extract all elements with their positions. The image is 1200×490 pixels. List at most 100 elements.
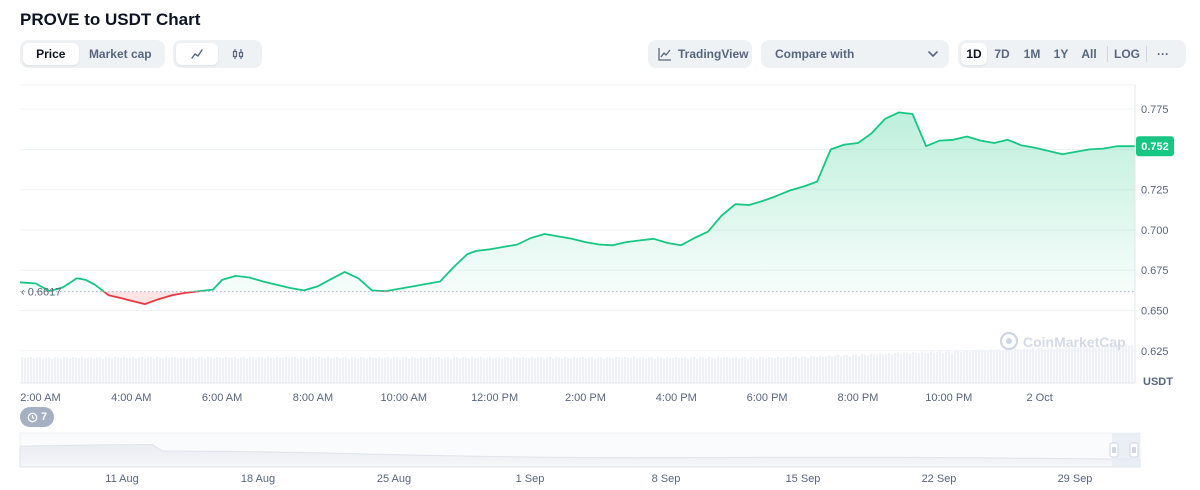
coinmarketcap-logo-icon	[999, 331, 1019, 351]
y-tick-label: 0.775	[1141, 104, 1169, 116]
compare-dropdown[interactable]: Compare with	[761, 40, 949, 68]
volume-bar	[195, 358, 198, 383]
volume-bar	[981, 349, 984, 383]
baseline: ‹ 0.6617	[20, 287, 1135, 299]
volume-bar	[582, 357, 585, 383]
volume-bar	[1077, 347, 1080, 383]
volume-bar	[495, 357, 498, 383]
navigator-area	[19, 444, 1141, 468]
volume-bar	[723, 358, 726, 383]
volume-bar	[252, 357, 255, 383]
volume-bar	[1050, 347, 1053, 383]
volume-bar	[168, 357, 171, 383]
volume-bar	[504, 357, 507, 383]
volume-bar	[162, 358, 165, 383]
candlestick-icon[interactable]	[218, 43, 260, 65]
volume-bar	[678, 358, 681, 383]
volume-bar	[849, 356, 852, 383]
price-series	[20, 111, 1135, 305]
volume-bar	[993, 350, 996, 383]
tab-market-cap[interactable]: Market cap	[88, 47, 152, 61]
volume-bar	[885, 353, 888, 383]
volume-bar	[45, 357, 48, 383]
volume-bar	[1032, 347, 1035, 383]
x-axis: 2:00 AM 4:00 AM 6:00 AM 8:00 AM 10:00 AM 12:0…	[20, 392, 1053, 404]
volume-bar	[147, 357, 150, 383]
watermark: CoinMarketCap	[999, 331, 1126, 351]
volume-bar	[177, 358, 180, 383]
volume-bar	[525, 357, 528, 383]
volume-bar	[804, 356, 807, 383]
volume-bar	[84, 358, 87, 383]
volume-bar	[498, 357, 501, 383]
log-scale-button[interactable]: LOG	[1114, 47, 1140, 61]
volume-bar	[249, 357, 252, 383]
range-1y[interactable]: 1Y	[1053, 47, 1069, 61]
volume-bar	[138, 357, 141, 383]
volume-bar	[180, 357, 183, 383]
more-options-button[interactable]: ···	[1157, 47, 1169, 61]
x-tick-label: 4:00 PM	[656, 392, 697, 404]
volume-bar	[519, 358, 522, 383]
volume-bar	[435, 357, 438, 383]
volume-bar	[843, 355, 846, 383]
navigator-handle[interactable]	[1109, 442, 1119, 458]
volume-bar	[927, 352, 930, 383]
volume-bar	[642, 357, 645, 383]
volume-bar	[705, 358, 708, 383]
line-chart-icon[interactable]	[176, 43, 218, 65]
volume-bar	[315, 358, 318, 383]
volume-bar	[747, 358, 750, 383]
tradingview-button[interactable]: TradingView	[648, 40, 752, 68]
volume-bar	[648, 357, 651, 383]
volume-bar	[270, 357, 273, 383]
volume-bar	[1026, 349, 1029, 383]
volume-bar	[540, 357, 543, 383]
volume-bar	[1122, 345, 1125, 383]
x-tick-label: 12:00 PM	[471, 392, 518, 404]
chart-type-toggle	[173, 40, 262, 68]
volume-bar	[600, 357, 603, 383]
volume-bar	[552, 358, 555, 383]
volume-bar	[96, 357, 99, 383]
volume-bar	[261, 357, 264, 383]
volume-bar	[672, 358, 675, 383]
y-tick-label: 0.625	[1141, 346, 1169, 358]
volume-bar	[675, 357, 678, 383]
volume-bar	[975, 350, 978, 383]
volume-bar	[837, 354, 840, 383]
range-1d[interactable]: 1D	[961, 43, 987, 65]
volume-bar	[729, 358, 732, 383]
volume-bar	[771, 357, 774, 383]
volume-bar	[972, 350, 975, 383]
volume-bar	[873, 354, 876, 383]
volume-bar	[342, 357, 345, 383]
volume-bar	[450, 358, 453, 383]
volume-bar	[732, 357, 735, 383]
volume-bar	[27, 357, 30, 383]
range-7d[interactable]: 7D	[994, 47, 1010, 61]
volume-bar	[219, 357, 222, 383]
range-all[interactable]: All	[1081, 47, 1097, 61]
volume-bar	[204, 358, 207, 383]
tab-price[interactable]: Price	[23, 43, 79, 65]
volume-bar	[237, 358, 240, 383]
range-1m[interactable]: 1M	[1023, 47, 1041, 61]
volume-bar	[606, 357, 609, 383]
volume-bar	[594, 358, 597, 383]
volume-bar	[693, 357, 696, 383]
navigator-handle[interactable]	[1129, 442, 1139, 458]
volume-bar	[1041, 347, 1044, 383]
volume-bar	[750, 357, 753, 383]
volume-bar	[438, 357, 441, 383]
history-badge[interactable]: 7	[20, 407, 54, 427]
volume-bar	[381, 358, 384, 383]
volume-bar	[615, 357, 618, 383]
volume-bar	[135, 358, 138, 383]
range-navigator[interactable]: 11 Aug 18 Aug 25 Aug 1 Sep 8 Sep 15 Sep 22 Sep…	[19, 432, 1141, 485]
volume-bar	[453, 357, 456, 383]
volume-bar	[1074, 346, 1077, 383]
volume-bar	[1059, 347, 1062, 383]
volume-bar	[390, 358, 393, 383]
volume-bar	[51, 358, 54, 383]
